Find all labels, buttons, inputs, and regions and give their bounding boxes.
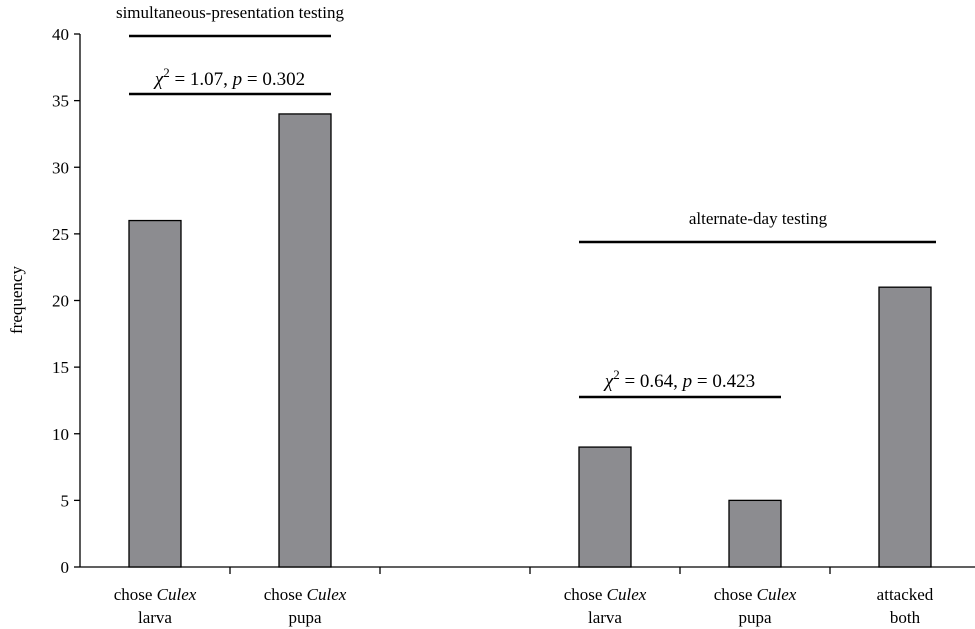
y-tick-label: 10 [52,425,69,444]
x-tick-label-line2: larva [588,608,622,627]
x-tick-label-line2: pupa [288,608,322,627]
group-label: alternate-day testing [689,209,828,228]
x-tick-label-line2: pupa [738,608,772,627]
y-tick-label: 5 [61,491,70,510]
group-label: simultaneous-presentation testing [116,3,345,22]
x-tick-label-line2: larva [138,608,172,627]
x-tick-labels: chose Culex larva chose Culex pupa chose Cul… [114,585,934,627]
chi-square-annotation: χ2 = 1.07, p = 0.302 [153,65,305,90]
y-tick-label: 30 [52,158,69,177]
y-axis-label: frequency [7,266,26,334]
y-tick-label: 25 [52,225,69,244]
x-tick-label-line1: chose Culex [264,585,347,604]
bar [878,286,932,568]
y-tick-label: 0 [61,558,70,577]
bars [128,113,932,568]
group-labels: simultaneous-presentation testing alterna… [116,3,936,244]
y-tick-label: 40 [52,25,69,44]
y-tick-label: 15 [52,358,69,377]
x-tick-label-line1: chose Culex [714,585,797,604]
bar [728,499,782,568]
bar [278,113,332,568]
chi-square-annotation: χ2 = 0.64, p = 0.423 [603,367,755,392]
chi-square-annotations: χ2 = 1.07, p = 0.302 χ2 = 0.64, p = 0.423 [129,65,781,399]
y-tick-label: 20 [52,292,69,311]
y-tick-label: 35 [52,92,69,111]
x-tick-label-line1: attacked [877,585,934,604]
x-tick-label-line1: chose Culex [564,585,647,604]
bar [128,219,182,568]
x-tick-label-line1: chose Culex [114,585,197,604]
bar [578,446,632,568]
axes: 0 5 10 15 20 25 30 35 40 [52,25,975,577]
x-tick-label-line2: both [890,608,921,627]
